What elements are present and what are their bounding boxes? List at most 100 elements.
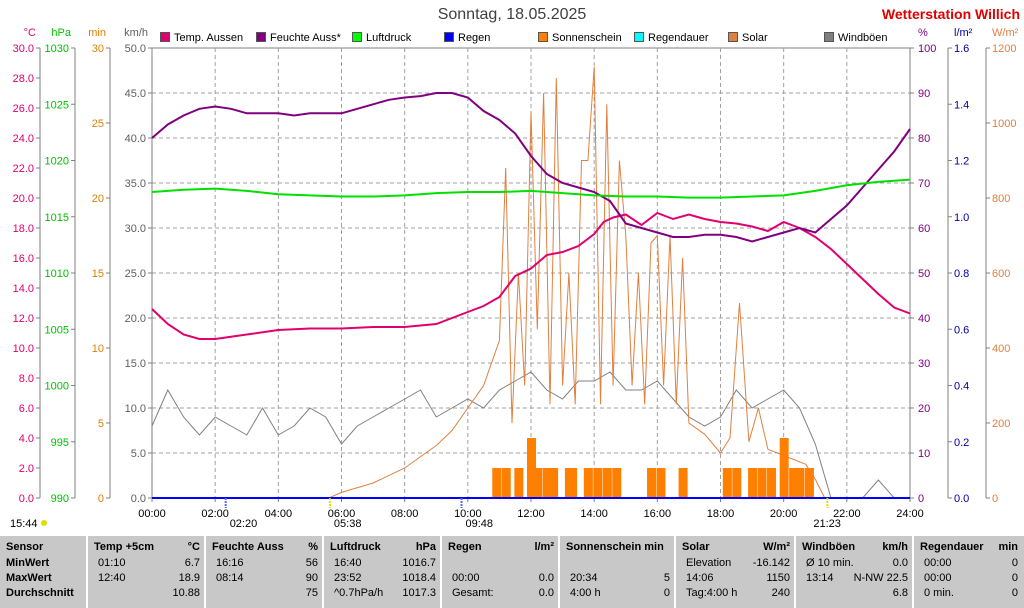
pressure-axis-tick-label: 1015 [45,212,69,224]
legend-item: Temp. Aussen [160,31,243,45]
time-axis-tick-label: 08:00 [391,508,419,520]
stats-separator [912,536,914,608]
time-axis-tick-label: 06:00 [328,508,356,520]
solar-axis-tick-label: 400 [992,343,1010,355]
pressure-axis-tick-label: 1020 [45,156,69,168]
sunshine-bar [789,468,799,498]
stats-section: Regendauer min 00:00 0 00:00 0 0 min. 0 [912,536,1024,608]
time-axis-tick-label: 16:00 [644,508,672,520]
humidity-axis-tick-label: 30 [918,358,930,370]
stats-row-label: MinWert [6,557,50,569]
sunshine-bar [542,468,552,498]
humidity-axis-tick-label: 80 [918,133,930,145]
pressure-axis-tick-label: 1030 [45,43,69,55]
rain-axis-tick-label: 1.0 [954,212,969,224]
rain-axis-tick-label: 1.4 [954,99,969,111]
sunshine-bar [602,468,612,498]
stats-section: Sonnenschein min 20:34 5 4:00 h 0 [558,536,676,608]
sunshine-bar [612,468,622,498]
stats-cell-value: 240 [771,587,790,599]
stats-table: Sensor MinWert MaxWert Durchschnitt Temp +5c… [0,536,1024,608]
legend-label: Feuchte Auss* [270,32,341,44]
minutes-axis-unit: min [88,27,106,39]
sunshine-bar [501,468,511,498]
stats-cell-time: 16:16 [216,557,244,569]
chart-title: Sonntag, 18.05.2025 [437,6,587,23]
stats-separator [204,536,206,608]
stats-cell-time: Elevation [686,557,732,569]
stats-header: Regen [448,541,482,553]
stats-section: Regen l/m² 00:00 0.0 Gesamt: 0.0 [440,536,560,608]
humidity-axis-tick-label: 20 [918,403,930,415]
minutes-axis-tick-label: 30 [92,43,104,55]
stats-cell-value: 0.0 [892,557,908,569]
stats-header-unit: l/m² [534,541,554,553]
stats-header: Feuchte Auss [212,541,284,553]
legend-label: Windböen [838,32,888,44]
sunshine-bar [568,468,578,498]
sunshine-bar [527,438,536,498]
temp-axis-tick-label: 30.0 [13,43,34,55]
wind-axis-tick-label: 5.0 [131,448,146,460]
stats-cell-time: Tag:4:00 h [686,587,738,599]
stats-header-unit: km/h [882,541,908,553]
minutes-axis-tick-label: 25 [92,118,104,130]
legend-label: Regen [458,32,491,44]
temp-axis-unit: °C [24,27,36,39]
temp-axis-tick-label: 4.0 [19,433,34,445]
time-axis-tick-label: 10:00 [454,508,482,520]
sunshine-bar [795,468,805,498]
legend-swatch [160,32,170,42]
sunshine-bar [533,468,543,498]
stats-header: Sonnenschein min [566,541,664,553]
stats-cell-value: 56 [305,557,318,569]
sunshine-bar [593,468,603,498]
rain-axis-tick-label: 0.8 [954,268,969,280]
sunshine-bar [656,468,666,498]
stats-cell-time: 08:14 [216,572,244,584]
stats-cell-time: 20:34 [570,572,598,584]
rain-axis-tick-label: 0.2 [954,437,969,449]
sunshine-bar [779,438,789,498]
stats-cell-time: 12:40 [98,572,126,584]
humidity-axis-tick-label: 10 [918,448,930,460]
humidity-axis-tick-label: 100 [918,43,936,55]
stats-cell-value: 1016.7 [402,557,436,569]
stats-cell-value: 10.88 [172,587,200,599]
legend-item: Luftdruck [352,31,411,45]
legend-swatch [728,32,738,42]
time-axis-tick-label: 04:00 [265,508,293,520]
stats-section: Temp +5cm °C 01:10 6.7 12:40 18.9 10.88 [86,536,206,608]
rain-axis-tick-label: 0.4 [954,381,969,393]
solar-axis-tick-label: 0 [992,493,998,505]
stats-cell-value: 0.0 [538,587,554,599]
temp-axis-tick-label: 8.0 [19,373,34,385]
stats-section: Luftdruck hPa 16:40 1016.7 23:52 1018.4 ^0.7hP… [322,536,442,608]
temp-axis-tick-label: 20.0 [13,193,34,205]
minutes-axis-tick-label: 10 [92,343,104,355]
time-axis-tick-label: 18:00 [707,508,735,520]
stats-cell-time: 00:00 [924,572,952,584]
stats-header-unit: W/m² [763,541,790,553]
stats-separator [674,536,676,608]
stats-cell-time: Ø 10 min. [806,557,854,569]
sunshine-bar [732,468,742,498]
luftdruck-line [151,178,911,199]
sunshine-bar [804,468,814,498]
stats-cell-time: 4:00 h [570,587,601,599]
stats-header: Regendauer [920,541,984,553]
legend-item: Feuchte Auss* [256,31,341,45]
solar-axis-tick-label: 1200 [992,43,1016,55]
moon-left-marker [41,520,47,526]
stats-cell-value: 0 [663,587,670,599]
stats-cell-value: -16.142 [752,557,790,569]
legend-swatch [634,32,644,42]
station-name: Wetterstation Willich [881,6,1020,22]
time-axis-tick-label: 22:00 [833,508,861,520]
legend: Temp. Aussen Feuchte Auss* Luftdruck Regen S… [160,31,900,45]
stats-header-unit: % [308,541,318,553]
stats-cell-value: 0 [1011,557,1018,569]
stats-cell-value: N-NW 22.5 [853,572,908,584]
rain-axis-tick-label: 1.6 [954,43,969,55]
